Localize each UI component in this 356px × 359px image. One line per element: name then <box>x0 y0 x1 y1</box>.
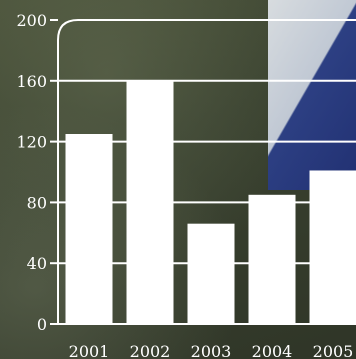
y-tick-label: 200 <box>16 11 47 30</box>
y-tick-label: 120 <box>16 133 47 152</box>
y-tick-label: 80 <box>27 193 47 212</box>
bar-2001 <box>65 134 113 324</box>
y-axis-frame <box>57 19 356 324</box>
x-tick-label: 2001 <box>69 342 110 359</box>
y-tick-labels: 0 40 80 120 160 200 <box>16 11 47 334</box>
bars <box>65 80 356 324</box>
x-tick-label: 2005 <box>313 342 354 359</box>
bar-2005 <box>309 170 356 324</box>
bar-2004 <box>248 194 296 324</box>
x-tick-label: 2003 <box>191 342 232 359</box>
y-tick-label: 160 <box>16 72 47 91</box>
bar-2002 <box>126 80 174 324</box>
bar-2003 <box>187 223 235 324</box>
x-tick-labels: 2001 2002 2003 2004 2005 <box>69 342 354 359</box>
axes <box>50 19 356 325</box>
x-tick-label: 2004 <box>252 342 293 359</box>
x-tick-label: 2002 <box>130 342 171 359</box>
background-flag-image <box>268 0 356 190</box>
y-tick-label: 0 <box>37 315 47 334</box>
y-tick-label: 40 <box>27 254 47 273</box>
